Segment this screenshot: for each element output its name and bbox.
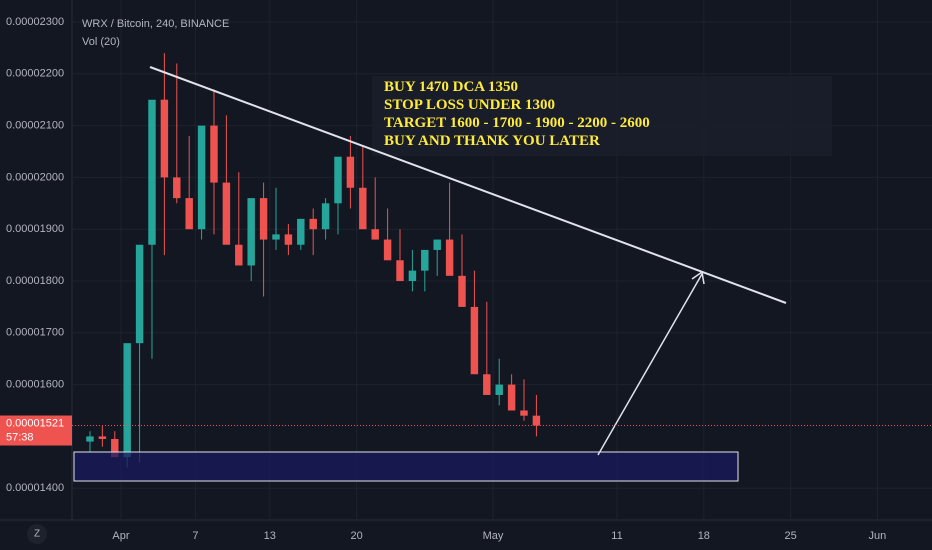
x-tick-label: 25 xyxy=(785,530,797,542)
candle-body xyxy=(259,198,268,240)
candle-body xyxy=(408,270,417,282)
volume-label: Vol (20) xyxy=(82,36,120,48)
zoom-button[interactable] xyxy=(27,524,47,544)
candle-body xyxy=(433,239,441,250)
candle-body xyxy=(383,239,392,261)
candle-body xyxy=(495,384,503,395)
x-tick-label: Apr xyxy=(112,530,129,542)
candle-body xyxy=(532,415,541,426)
candle-body xyxy=(272,234,280,240)
countdown: 57:38 xyxy=(6,431,34,443)
y-tick-label: 0.00001400 xyxy=(6,482,64,494)
candle-body xyxy=(247,198,255,266)
y-tick-label: 0.00001800 xyxy=(6,275,64,287)
candle-body xyxy=(483,374,491,395)
candle-body xyxy=(445,239,454,276)
candle-body xyxy=(86,436,94,442)
annotation-box xyxy=(372,76,832,156)
candle-body xyxy=(98,436,107,439)
candle-body xyxy=(458,275,466,307)
arrow-head xyxy=(691,270,705,285)
candle-body xyxy=(235,244,243,266)
candle-body xyxy=(160,99,169,178)
candle-body xyxy=(334,156,342,204)
candle-body xyxy=(507,384,516,411)
zoom-icon[interactable]: Z xyxy=(34,529,40,540)
x-tick-label: May xyxy=(483,530,504,542)
y-tick-label: 0.00002000 xyxy=(6,171,64,183)
x-tick-label: 13 xyxy=(264,530,276,542)
candle-body xyxy=(123,343,131,458)
candle-body xyxy=(421,249,429,271)
y-tick-label: 0.00002300 xyxy=(6,16,64,28)
candle-body xyxy=(309,218,317,230)
candle-body xyxy=(396,260,404,282)
y-tick-label: 0.00001900 xyxy=(6,223,64,235)
x-tick-label: 18 xyxy=(698,530,710,542)
candle-body xyxy=(371,229,379,240)
y-tick-label: 0.00001700 xyxy=(6,327,64,339)
candle-body xyxy=(148,99,156,245)
x-tick-label: Jun xyxy=(869,530,887,542)
candle-body xyxy=(470,306,479,375)
candle-body xyxy=(359,187,367,230)
plot-area xyxy=(72,0,932,520)
y-tick-label: 0.00001600 xyxy=(6,379,64,391)
candle-body xyxy=(346,156,355,188)
x-tick-label: 7 xyxy=(192,530,198,542)
candle-body xyxy=(297,218,305,245)
trend-line xyxy=(149,66,787,304)
candle-body xyxy=(520,410,528,416)
candle-body xyxy=(111,438,119,458)
y-tick-label: 0.00002100 xyxy=(6,120,64,132)
last-price-box xyxy=(0,415,72,446)
candle-body xyxy=(222,182,231,245)
candle-body xyxy=(321,203,330,230)
annotation-line: BUY 1470 DCA 1350 xyxy=(384,79,518,95)
candle-body xyxy=(185,198,193,230)
candle-body xyxy=(210,125,218,183)
candle-body xyxy=(197,125,206,230)
x-tick-label: 11 xyxy=(611,530,622,542)
y-tick-label: 0.00002200 xyxy=(6,68,64,80)
support-zone xyxy=(73,451,739,482)
annotation-line: STOP LOSS UNDER 1300 xyxy=(384,97,555,113)
annotation-line: BUY AND THANK YOU LATER xyxy=(384,133,600,149)
last-price-label: 0.00001521 xyxy=(6,417,64,429)
chart-title: WRX / Bitcoin, 240, BINANCE xyxy=(82,18,229,30)
annotation-line: TARGET 1600 - 1700 - 1900 - 2200 - 2600 xyxy=(384,115,650,131)
candle-body xyxy=(135,244,144,344)
annotation: BUY 1470 DCA 1350 STOP LOSS UNDER 1300 TAR… xyxy=(384,79,650,149)
x-tick-label: 20 xyxy=(350,530,362,542)
candle-body xyxy=(284,234,293,245)
arrow xyxy=(597,273,703,456)
candle-body xyxy=(173,177,181,199)
